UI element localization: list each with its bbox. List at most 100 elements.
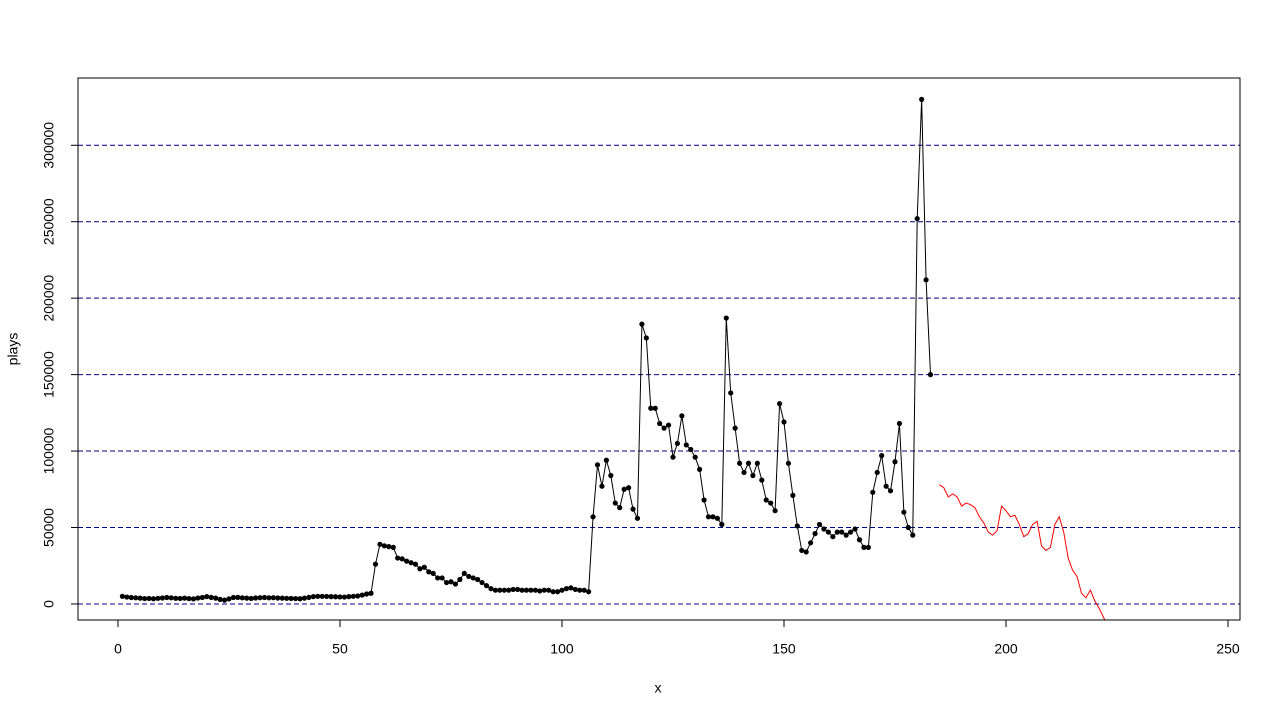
- data-point: [639, 321, 645, 327]
- data-point: [488, 586, 494, 592]
- plot-area: [78, 96, 1240, 620]
- data-point: [537, 588, 543, 594]
- data-point: [208, 594, 214, 600]
- data-point: [546, 587, 552, 593]
- data-point: [461, 570, 467, 576]
- data-point: [701, 497, 707, 503]
- data-point: [310, 594, 316, 600]
- series-line: [939, 484, 1106, 620]
- data-point: [292, 595, 299, 602]
- data-point: [359, 592, 365, 598]
- data-point: [617, 505, 623, 511]
- data-point: [643, 335, 649, 341]
- data-point: [261, 594, 268, 601]
- data-point: [750, 472, 756, 479]
- data-point: [688, 446, 694, 453]
- data-point: [790, 492, 796, 498]
- data-point: [142, 595, 148, 602]
- data-point: [892, 459, 898, 465]
- y-tick-label: 50000: [41, 508, 57, 547]
- data-point: [124, 594, 130, 600]
- data-point: [506, 587, 512, 593]
- data-point: [226, 596, 232, 602]
- x-tick-label: 250: [1216, 641, 1240, 657]
- data-point: [159, 595, 165, 601]
- data-point: [697, 466, 703, 473]
- y-tick-label: 100000: [41, 427, 57, 474]
- data-point: [625, 485, 632, 491]
- data-point: [146, 595, 152, 602]
- data-point: [452, 581, 459, 587]
- data-point: [479, 579, 485, 586]
- data-point: [732, 425, 738, 431]
- x-tick-label: 150: [772, 641, 796, 657]
- data-point: [883, 483, 889, 489]
- data-point: [443, 579, 450, 586]
- x-axis-label: x: [655, 680, 662, 696]
- data-point: [430, 570, 436, 576]
- data-point: [901, 509, 907, 515]
- data-point: [439, 575, 445, 581]
- data-point: [808, 540, 814, 546]
- y-tick-label: 150000: [41, 351, 57, 398]
- data-point: [275, 595, 281, 601]
- x-tick-label: 0: [114, 641, 122, 657]
- data-point: [728, 390, 734, 396]
- data-point: [541, 587, 547, 593]
- data-point: [177, 595, 183, 602]
- data-point: [759, 477, 765, 483]
- data-point: [741, 469, 747, 476]
- data-point: [923, 277, 929, 283]
- data-point: [563, 586, 570, 592]
- data-point: [288, 595, 294, 602]
- data-point: [865, 544, 871, 550]
- data-point: [879, 453, 885, 459]
- data-point: [812, 531, 818, 537]
- data-point: [244, 595, 250, 601]
- data-point: [457, 576, 463, 583]
- data-point: [608, 472, 614, 479]
- data-point: [514, 586, 521, 593]
- data-point: [816, 521, 823, 528]
- data-point: [168, 595, 174, 601]
- data-point: [328, 594, 334, 600]
- data-point: [186, 595, 192, 602]
- data-point: [652, 405, 658, 411]
- data-point: [821, 526, 827, 532]
- data-point: [417, 566, 423, 572]
- data-point: [648, 405, 654, 411]
- data-point: [674, 440, 681, 447]
- data-point: [861, 544, 867, 550]
- data-point: [381, 543, 387, 549]
- data-point: [630, 506, 636, 512]
- data-point: [324, 593, 330, 600]
- data-point: [581, 587, 587, 593]
- data-point: [670, 454, 676, 460]
- data-point: [399, 556, 405, 562]
- y-axis-label: plays: [5, 333, 21, 366]
- data-point: [221, 597, 228, 603]
- data-point: [523, 587, 530, 593]
- data-point: [332, 594, 339, 600]
- x-tick-label: 200: [994, 641, 1018, 657]
- data-point: [905, 524, 911, 531]
- data-point: [173, 595, 179, 601]
- data-point: [621, 486, 627, 492]
- data-point: [577, 587, 583, 593]
- data-point: [315, 593, 321, 599]
- data-point: [776, 401, 783, 407]
- data-point: [217, 596, 223, 602]
- data-point: [390, 544, 396, 550]
- data-point: [435, 575, 441, 581]
- y-tick-label: 0: [41, 600, 57, 608]
- data-point: [887, 488, 894, 494]
- data-point: [874, 469, 880, 476]
- data-point: [657, 420, 663, 427]
- data-point: [719, 521, 725, 528]
- data-point: [634, 515, 641, 521]
- data-point: [679, 413, 685, 419]
- data-point: [705, 514, 712, 520]
- data-point: [785, 460, 792, 466]
